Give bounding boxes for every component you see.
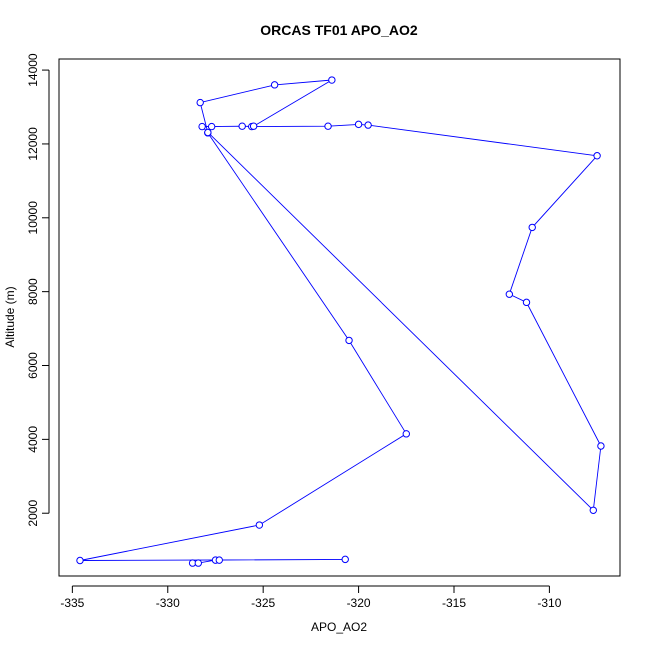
data-point bbox=[198, 122, 206, 131]
data-point bbox=[215, 556, 223, 564]
data-point bbox=[354, 120, 363, 129]
plot-area: -335 -330 -325 -320 -315 -310 2000 4000 6000 800… bbox=[26, 53, 621, 610]
y-axis: 2000 4000 6000 8000 10000 12000 14000 bbox=[26, 53, 50, 527]
data-point bbox=[255, 521, 264, 529]
data-point bbox=[194, 559, 202, 567]
data-point bbox=[528, 223, 536, 232]
x-tick-label: -320 bbox=[347, 596, 371, 610]
data-point bbox=[364, 121, 372, 129]
data-point bbox=[402, 430, 410, 438]
plot-frame bbox=[58, 58, 621, 577]
data-point bbox=[249, 122, 258, 130]
x-tick-label: -310 bbox=[537, 596, 561, 610]
data-point bbox=[204, 128, 212, 137]
data-point bbox=[505, 290, 514, 298]
data-point bbox=[589, 506, 597, 514]
x-axis: -335 -330 -325 -320 -315 -310 bbox=[60, 585, 562, 610]
y-tick-label: 4000 bbox=[26, 426, 40, 453]
y-tick-label: 6000 bbox=[26, 352, 40, 379]
data-point bbox=[238, 122, 246, 130]
y-tick-label: 14000 bbox=[26, 53, 40, 87]
y-axis-label: Altitude (m) bbox=[3, 286, 17, 347]
y-tick-label: 12000 bbox=[26, 127, 40, 161]
data-point bbox=[196, 98, 204, 107]
data-point bbox=[345, 336, 353, 345]
x-tick-label: -325 bbox=[251, 596, 275, 610]
data-point bbox=[324, 122, 332, 130]
data-point bbox=[76, 556, 84, 565]
data-point bbox=[270, 81, 279, 89]
data-point bbox=[328, 76, 336, 84]
data-point bbox=[593, 152, 601, 160]
y-tick-label: 2000 bbox=[26, 500, 40, 527]
y-tick-label: 8000 bbox=[26, 278, 40, 305]
x-tick-label: -315 bbox=[442, 596, 466, 610]
data-point bbox=[207, 122, 216, 131]
series-line bbox=[79, 79, 602, 564]
x-tick-label: -335 bbox=[60, 596, 84, 610]
x-tick-label: -330 bbox=[156, 596, 180, 610]
data-point bbox=[597, 442, 605, 450]
data-point bbox=[341, 555, 349, 564]
y-tick-label: 10000 bbox=[26, 201, 40, 235]
x-axis-label: APO_AO2 bbox=[311, 620, 367, 634]
chart-title: ORCAS TF01 APO_AO2 bbox=[260, 22, 418, 38]
series-layer bbox=[76, 76, 605, 567]
data-point bbox=[522, 298, 531, 307]
